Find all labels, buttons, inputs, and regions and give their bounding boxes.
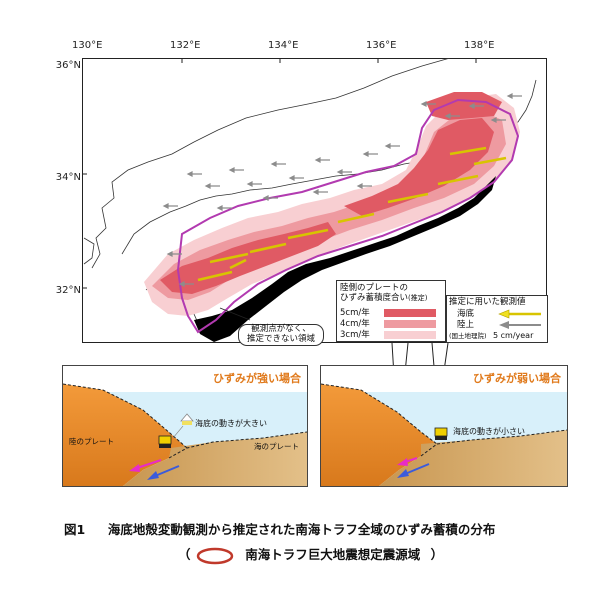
seafloor-station-icon xyxy=(158,435,172,448)
source-region-ellipse-icon xyxy=(196,547,234,564)
lon-label: 136°E xyxy=(366,40,397,51)
lon-label: 138°E xyxy=(464,40,495,51)
strain-legend-title-line1: 陸側のプレートの xyxy=(340,283,409,293)
seafloor-station-icon xyxy=(434,427,448,440)
sea-plate-arrow xyxy=(147,465,180,480)
weak-movement-label: 海底の動きが小さい xyxy=(453,427,525,436)
figure-number: 図1 xyxy=(64,522,86,537)
land-arrow-icon xyxy=(499,321,541,329)
figure-title: 海底地殻変動観測から推定された南海トラフ全域のひずみ蓄積の分布 xyxy=(107,522,496,537)
map-frame xyxy=(82,58,547,343)
strain-swatch-5 xyxy=(384,309,436,317)
strong-movement-label: 海底の動きが大きい xyxy=(195,419,267,428)
seafloor-vectors xyxy=(197,146,507,282)
lon-label: 132°E xyxy=(170,40,201,51)
land-plate-arrow xyxy=(129,459,162,472)
lat-label: 32°N xyxy=(55,285,81,296)
lon-label: 130°E xyxy=(72,40,103,51)
vector-scale: 5 cm/year xyxy=(493,331,534,340)
diagram-weak: ひずみが弱い場合 海底の動きが小さい xyxy=(320,365,568,487)
land-note: (国土地理院) xyxy=(449,332,487,340)
land-plate-arrow xyxy=(397,457,418,466)
observation-legend: 推定に用いた観測値 海底 陸上 (国土地理院) 5 cm/year xyxy=(446,295,548,343)
lon-label: 134°E xyxy=(268,40,299,51)
strain-swatch-3 xyxy=(384,331,436,339)
buoy-icon xyxy=(180,413,194,425)
diagram-strong: ひずみが強い場合 海底の動きが大きい 陸のプレート 海のプレート xyxy=(62,365,308,487)
land-plate-label: 陸のプレート xyxy=(69,437,114,446)
strain-level-4: 4cm/年 xyxy=(340,319,440,329)
land-entry: 陸上 xyxy=(457,320,475,330)
sea-plate-arrow xyxy=(397,463,430,478)
no-observation-annotation: 観測点がなく、 推定できない領域 xyxy=(238,324,324,346)
strain-legend: 陸側のプレートの ひずみ蓄積度合い(推定) 5cm/年 4cm/年 3cm/年 xyxy=(336,280,446,342)
strain-level-5: 5cm/年 xyxy=(340,308,440,318)
map-panel: 130°E 132°E 134°E 136°E 138°E 36°N 34°N … xyxy=(56,40,550,346)
trough-region xyxy=(194,176,496,342)
figure-caption: 図1 海底地殻変動観測から推定された南海トラフ全域のひずみ蓄積の分布 xyxy=(64,519,495,538)
caption-legend: （ 南海トラフ巨大地震想定震源域 ） xyxy=(178,544,443,565)
strain-shading xyxy=(144,92,520,316)
source-region-outline xyxy=(176,98,520,334)
lat-label: 34°N xyxy=(55,172,81,183)
strain-level-3: 3cm/年 xyxy=(340,330,440,340)
observation-legend-title: 推定に用いた観測値 xyxy=(449,297,526,307)
strong-title: ひずみが強い場合 xyxy=(213,372,301,385)
strain-legend-title-suffix: (推定) xyxy=(408,294,428,302)
lat-label: 36°N xyxy=(55,60,81,71)
strain-legend-title-line2: ひずみ蓄積度合い xyxy=(340,293,409,303)
strain-swatch-4 xyxy=(384,320,436,328)
land-vectors xyxy=(162,93,522,287)
sea-plate-label: 海のプレート xyxy=(254,442,299,451)
seafloor-entry: 海底 xyxy=(457,309,475,319)
seafloor-arrow-icon xyxy=(498,309,541,319)
caption-legend-text: 南海トラフ巨大地震想定震源域 xyxy=(245,547,421,562)
weak-title: ひずみが弱い場合 xyxy=(473,372,561,385)
